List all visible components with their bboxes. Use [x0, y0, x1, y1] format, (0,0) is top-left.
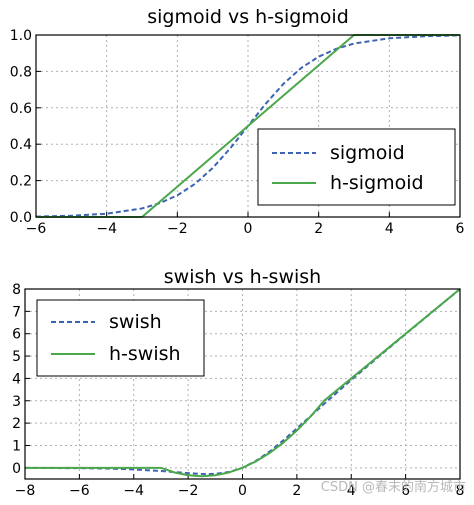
- x-tick-label: −6: [26, 221, 47, 237]
- y-tick-label: 0.0: [10, 210, 32, 226]
- plot-frame: [35, 34, 461, 218]
- x-tick-label: −2: [178, 483, 199, 499]
- y-tick-label: 8: [12, 282, 21, 298]
- chart-title: sigmoid vs h-sigmoid: [147, 6, 349, 28]
- legend: swish h-swish: [36, 299, 205, 377]
- chart-swish-vs-h-swish: swish vs h-swish −8 −6 −4 −2 0 2 4 6 8 0 1 2 3 4 5 6 7 8 sw…: [12, 266, 464, 499]
- x-tick-label: −8: [15, 483, 36, 499]
- y-tick-label: 5: [12, 349, 21, 365]
- x-tick-label: −6: [69, 483, 90, 499]
- x-tick-label: −4: [96, 221, 117, 237]
- y-tick-label: 0.4: [10, 137, 32, 153]
- chart-sigmoid-vs-h-sigmoid: sigmoid vs h-sigmoid −6 −4 −2 0 2 4 6 0.0 0.2 0.4 0…: [10, 6, 465, 237]
- legend-label-swish: swish: [109, 311, 162, 333]
- x-tick-label: 2: [314, 221, 323, 237]
- y-tick-label: 6: [12, 327, 21, 343]
- y-tick-label: 1.0: [10, 28, 32, 44]
- series-line-h-swish: [25, 288, 461, 478]
- x-tick-label: 2: [292, 483, 301, 499]
- plot-frame: [24, 288, 461, 480]
- y-tick-label: 4: [12, 371, 21, 387]
- x-tick-label: 6: [456, 221, 465, 237]
- watermark: CSDN @春末的南方城市: [321, 479, 466, 495]
- y-tick-label: 0.8: [10, 64, 32, 80]
- legend-label-h-swish: h-swish: [109, 343, 181, 365]
- y-tick-label: 1: [12, 438, 21, 454]
- x-tick-label: −4: [123, 483, 144, 499]
- legend: sigmoid h-sigmoid: [257, 128, 456, 206]
- y-tick-label: 0: [12, 461, 21, 477]
- legend-label-sigmoid: sigmoid: [330, 142, 405, 164]
- x-tick-label: 8: [456, 483, 465, 499]
- x-tick-label: 4: [385, 221, 394, 237]
- x-tick-label: 0: [238, 483, 247, 499]
- y-tick-label: 7: [12, 304, 21, 320]
- y-tick-label: 0.2: [10, 174, 32, 190]
- y-tick-label: 3: [12, 394, 21, 410]
- y-tick-label: 0.6: [10, 101, 32, 117]
- y-tick-label: 2: [12, 416, 21, 432]
- legend-label-h-sigmoid: h-sigmoid: [330, 172, 424, 194]
- chart-title: swish vs h-swish: [164, 266, 321, 288]
- legend-box: [257, 128, 456, 206]
- legend-box: [36, 299, 205, 377]
- x-tick-label: 4: [347, 483, 356, 499]
- x-tick-label: −2: [167, 221, 188, 237]
- x-tick-label: 0: [244, 221, 253, 237]
- x-tick-label: 6: [401, 483, 410, 499]
